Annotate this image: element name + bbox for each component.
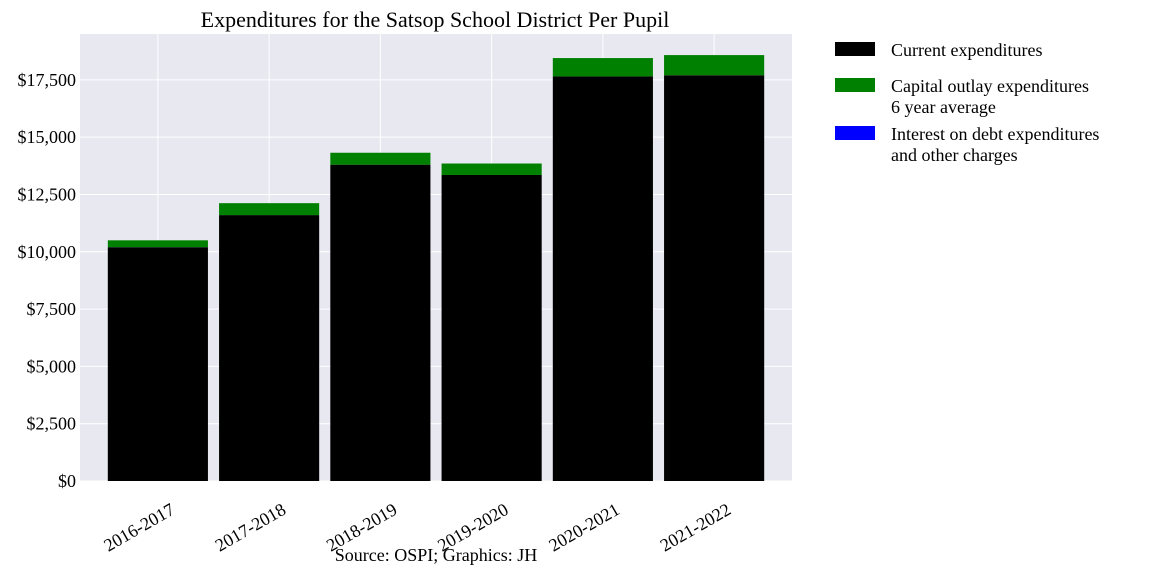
bar-segment-series-0 xyxy=(664,75,765,481)
y-tick-label: $7,500 xyxy=(27,299,77,319)
legend-label: 6 year average xyxy=(891,97,996,117)
bar-segment-series-0 xyxy=(552,76,653,482)
y-tick-label: $17,500 xyxy=(18,70,77,90)
y-tick-label: $10,000 xyxy=(18,242,77,262)
x-tick-label: 2016-2017 xyxy=(100,499,178,555)
y-tick-label: $5,000 xyxy=(27,356,77,376)
x-tick-label: 2017-2018 xyxy=(212,499,290,555)
bar-segment-series-0 xyxy=(219,215,320,482)
y-tick-label: $12,500 xyxy=(18,184,77,204)
legend-swatch-series-1 xyxy=(835,78,875,92)
bar-segment-series-1 xyxy=(330,152,431,165)
legend-label: Current expenditures xyxy=(891,40,1042,60)
bar-segment-series-1 xyxy=(552,58,653,77)
legend-swatch-series-2 xyxy=(835,126,875,140)
bar-segment-series-1 xyxy=(107,240,208,248)
bar-segment-series-0 xyxy=(107,247,208,481)
y-tick-label: $2,500 xyxy=(27,414,77,434)
chart-title: Expenditures for the Satsop School Distr… xyxy=(201,7,670,32)
bar-segment-series-0 xyxy=(441,174,542,481)
x-tick-label: 2020-2021 xyxy=(545,499,623,555)
bars xyxy=(107,55,765,482)
legend-swatch-series-0 xyxy=(835,42,875,56)
bar-segment-series-1 xyxy=(441,163,542,175)
source-caption: Source: OSPI; Graphics: JH xyxy=(335,545,537,565)
y-tick-label: $0 xyxy=(58,471,76,491)
bar-segment-series-0 xyxy=(330,164,431,481)
legend-label: Capital outlay expenditures xyxy=(891,76,1089,96)
legend-label: and other charges xyxy=(891,145,1018,165)
legend: Current expenditures Capital outlay expen… xyxy=(835,40,1099,165)
bar-segment-series-1 xyxy=(664,55,765,76)
legend-label: Interest on debt expenditures xyxy=(891,124,1099,144)
y-axis: $0 $2,500 $5,000 $7,500 $10,000 $12,500 $15,00… xyxy=(18,70,77,491)
y-tick-label: $15,000 xyxy=(18,127,77,147)
x-tick-label: 2021-2022 xyxy=(657,499,735,555)
bar-segment-series-1 xyxy=(219,203,320,216)
